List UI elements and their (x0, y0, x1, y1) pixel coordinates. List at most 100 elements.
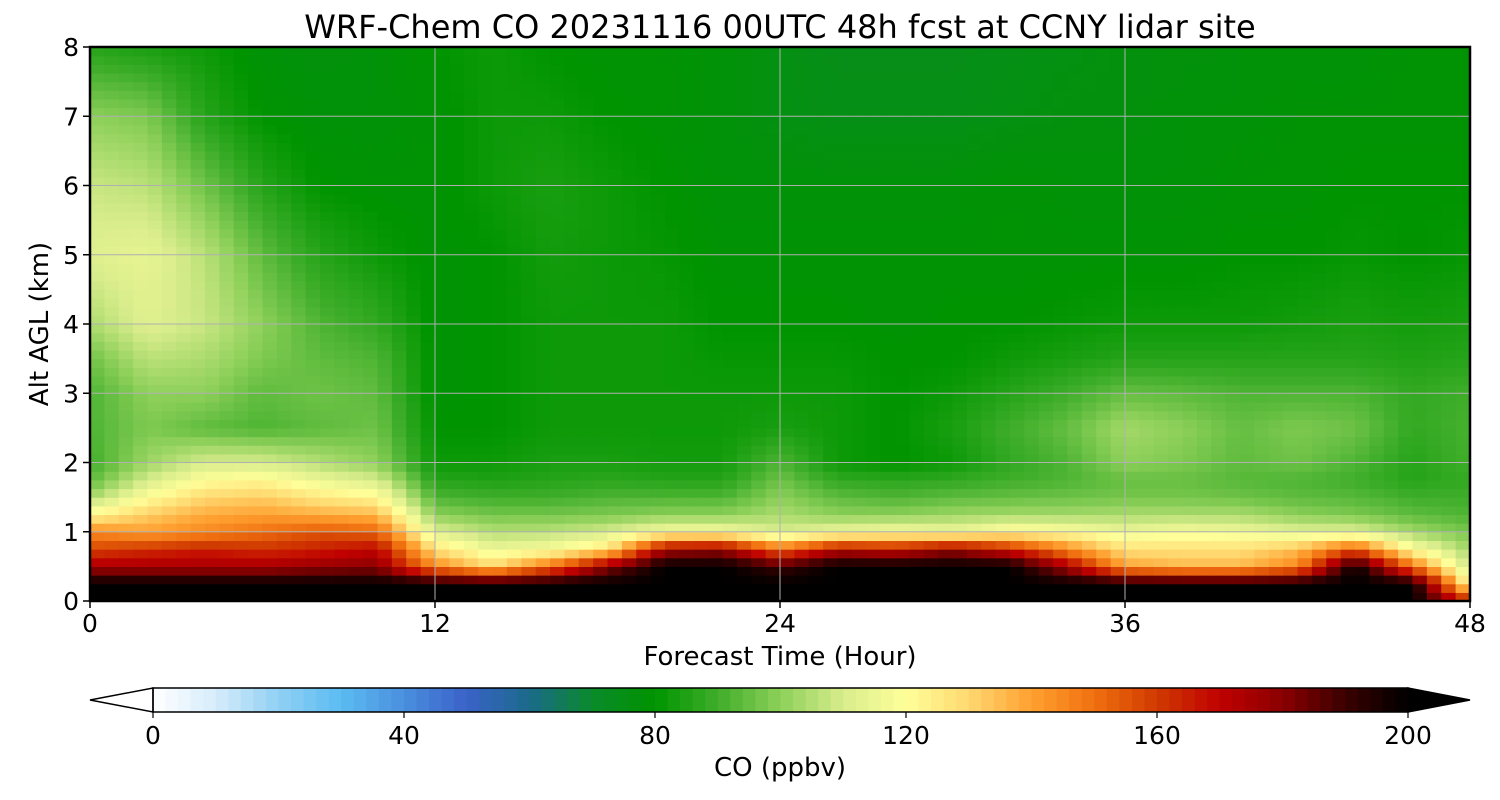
heatmap-cell (1268, 497, 1284, 507)
heatmap-cell (1110, 194, 1126, 204)
heatmap-cell (1125, 540, 1140, 550)
heatmap-cell (981, 592, 997, 601)
heatmap-cell (1096, 263, 1112, 273)
heatmap-cell (952, 324, 968, 334)
heatmap-cell (665, 358, 680, 368)
heatmap-cell (981, 531, 997, 542)
heatmap-cell (736, 159, 752, 169)
heatmap-cell (1441, 159, 1457, 169)
heatmap-cell (578, 419, 594, 429)
heatmap-cell (909, 453, 925, 464)
heatmap-cell (1383, 202, 1399, 213)
heatmap-cell (118, 566, 134, 576)
heatmap-cell (1311, 324, 1327, 334)
heatmap-cell (693, 159, 709, 169)
heatmap-cell (851, 453, 867, 464)
heatmap-cell (118, 583, 134, 593)
heatmap-cell (1340, 150, 1356, 161)
heatmap-cell (133, 254, 149, 265)
heatmap-cell (923, 445, 939, 455)
heatmap-cell (1081, 280, 1097, 290)
heatmap-cell (938, 427, 954, 438)
heatmap-cell (1081, 176, 1097, 187)
heatmap-cell (104, 254, 120, 265)
heatmap-cell (161, 254, 177, 265)
heatmap-cell (578, 358, 594, 368)
heatmap-cell (1153, 168, 1169, 178)
heatmap-cell (391, 289, 407, 299)
heatmap-cell (521, 306, 537, 316)
heatmap-cell (463, 453, 479, 464)
heatmap-cell (1283, 211, 1299, 221)
heatmap-cell (118, 220, 134, 230)
heatmap-cell (377, 306, 393, 316)
heatmap-cell (1268, 185, 1284, 195)
heatmap-cell (1168, 540, 1184, 550)
heatmap-cell (736, 427, 752, 438)
heatmap-cell (535, 401, 551, 412)
heatmap-cell (363, 523, 379, 533)
heatmap-cell (391, 401, 407, 412)
heatmap-cell (909, 263, 925, 273)
heatmap-cell (1311, 549, 1327, 559)
heatmap-cell (248, 566, 264, 576)
heatmap-cell (1340, 583, 1356, 593)
heatmap-cell (1081, 540, 1097, 550)
heatmap-cell (161, 557, 177, 567)
heatmap-cell (133, 531, 149, 542)
heatmap-cell (320, 549, 335, 559)
heatmap-cell (420, 531, 436, 542)
heatmap-cell (621, 185, 637, 195)
heatmap-cell (1168, 523, 1184, 533)
heatmap-cell (1168, 592, 1184, 601)
heatmap-cell (1153, 505, 1169, 516)
heatmap-cell (1081, 341, 1097, 351)
heatmap-cell (435, 263, 450, 273)
heatmap-cell (880, 159, 896, 169)
heatmap-cell (593, 254, 609, 265)
heatmap-cell (895, 427, 910, 438)
heatmap-cell (104, 497, 120, 507)
heatmap-cell (621, 497, 637, 507)
heatmap-cell (808, 246, 824, 256)
heatmap-cell (291, 453, 307, 464)
heatmap-cell (104, 168, 120, 178)
heatmap-cell (406, 237, 422, 247)
heatmap-cell (1024, 583, 1040, 593)
heatmap-cell (708, 375, 724, 386)
heatmap-cell (780, 523, 795, 533)
heatmap-cell (866, 254, 882, 265)
heatmap-cell (233, 194, 249, 204)
heatmap-cell (1283, 306, 1299, 316)
heatmap-cell (291, 445, 307, 455)
heatmap-cell (780, 505, 795, 516)
heatmap-cell (621, 436, 637, 446)
heatmap-cell (851, 289, 867, 299)
heatmap-cell (550, 341, 565, 351)
heatmap-cell (578, 410, 594, 420)
heatmap-cell (391, 341, 407, 351)
heatmap-cell (1455, 419, 1470, 429)
heatmap-cell (334, 419, 350, 429)
heatmap-cell (607, 471, 623, 481)
heatmap-cell (866, 185, 882, 195)
heatmap-cell (751, 488, 767, 498)
heatmap-cell (1110, 228, 1126, 239)
heatmap-cell (276, 194, 292, 204)
heatmap-cell (952, 220, 968, 230)
heatmap-cell (133, 272, 149, 282)
heatmap-cell (1283, 185, 1299, 195)
heatmap-cell (1168, 375, 1184, 386)
heatmap-cell (161, 410, 177, 420)
heatmap-cell (1455, 479, 1470, 490)
heatmap-cell (190, 246, 206, 256)
heatmap-cell (1268, 358, 1284, 368)
heatmap-cell (808, 505, 824, 516)
heatmap-cell (1369, 194, 1385, 204)
heatmap-cell (90, 505, 105, 516)
heatmap-cell (679, 254, 695, 265)
heatmap-cell (90, 557, 105, 567)
heatmap-cell (1211, 497, 1227, 507)
heatmap-cell (981, 523, 997, 533)
heatmap-cell (334, 592, 350, 601)
